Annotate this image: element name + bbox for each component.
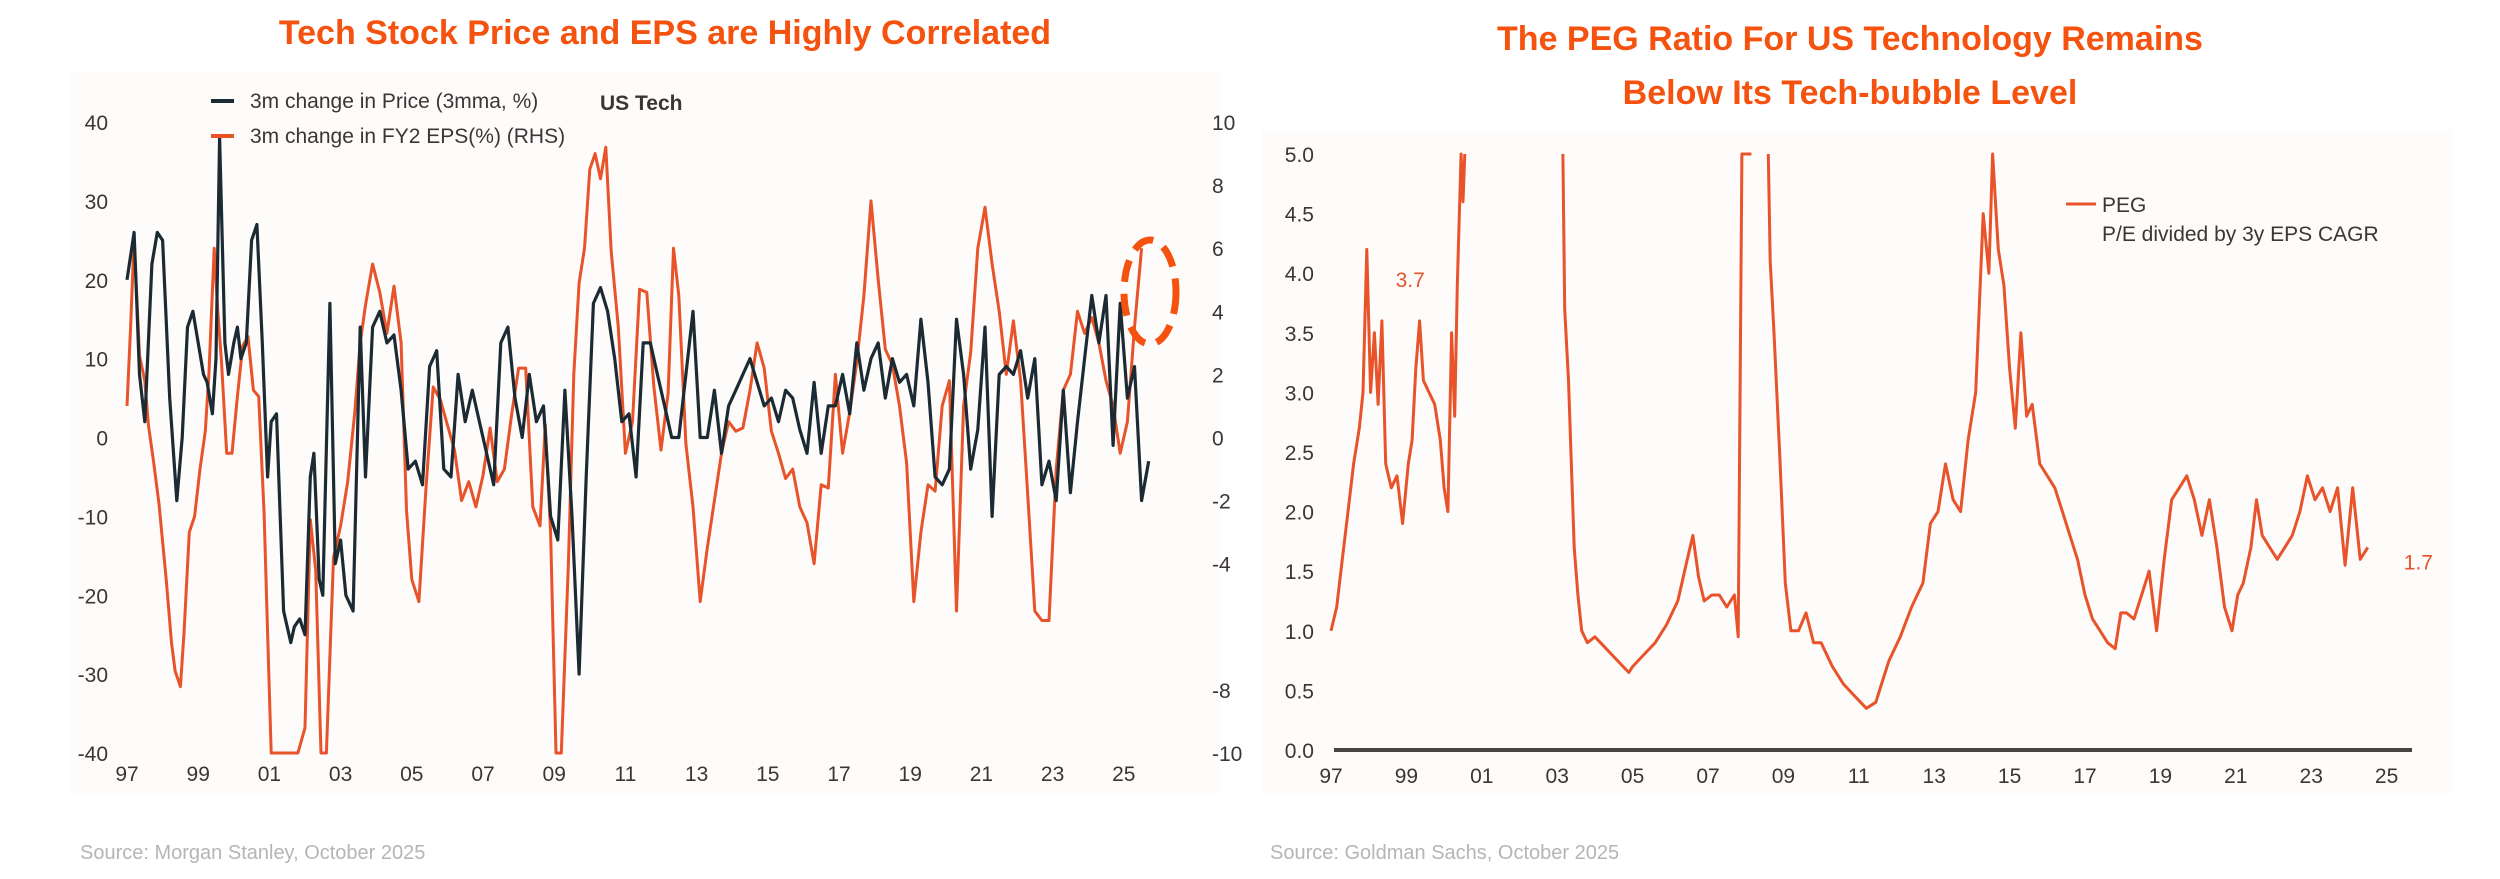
peg-y-axis-ticks: 5.0 4.5 4.0 3.5 3.0 2.5 2.0 1.5 1.0 0.5 0.0	[1285, 144, 1314, 763]
peg-chart: 5.0 4.5 4.0 3.5 3.0 2.5 2.0 1.5 1.0 0.5 0.0 97 99 01…	[1285, 144, 2433, 788]
legend: 3m change in Price (3mma, %) 3m change i…	[211, 90, 682, 148]
x-axis-ticks: 97 99 01 03 05 07 09 11 13 15 17 19 21 23 25	[115, 763, 1135, 786]
x-tick-label: 07	[471, 763, 494, 786]
right-chart-title: The PEG Ratio For US Technology Remains …	[1300, 12, 2400, 120]
peg-x-tick-label: 01	[1470, 765, 1493, 788]
legend-label-eps: 3m change in FY2 EPS(%) (RHS)	[250, 125, 565, 148]
x-tick-label: 23	[1041, 763, 1064, 786]
peg-x-tick-label: 19	[2149, 765, 2172, 788]
peg-x-tick-label: 15	[1998, 765, 2021, 788]
peg-x-tick-label: 13	[1923, 765, 1946, 788]
peg-annotation-label: 3.7	[1396, 269, 1425, 292]
y2-tick-label: 0	[1212, 428, 1224, 451]
y-tick-label: 40	[85, 112, 108, 135]
peg-x-tick-label: 97	[1319, 765, 1342, 788]
peg-x-tick-label: 03	[1546, 765, 1569, 788]
y-tick-label: -20	[78, 585, 108, 608]
y2-tick-label: -10	[1212, 743, 1242, 766]
peg-x-tick-label: 99	[1395, 765, 1418, 788]
y2-tick-label: 10	[1212, 112, 1235, 135]
x-tick-label: 97	[115, 763, 138, 786]
peg-series-line	[1329, 152, 2370, 710]
price-series-line	[125, 136, 1151, 676]
x-tick-label: 17	[827, 763, 850, 786]
legend-label-price: 3m change in Price (3mma, %)	[250, 90, 538, 113]
x-tick-label: 03	[329, 763, 352, 786]
x-tick-label: 05	[400, 763, 423, 786]
y-tick-label: 0	[96, 428, 108, 451]
x-tick-label: 15	[756, 763, 779, 786]
legend-sublabel-peg: P/E divided by 3y EPS CAGR	[2102, 223, 2379, 246]
x-tick-label: 99	[187, 763, 210, 786]
peg-annotation-label: 1.7	[2404, 551, 2433, 574]
x-tick-label: 25	[1112, 763, 1135, 786]
peg-y-tick-label: 1.0	[1285, 621, 1314, 644]
y2-tick-label: -8	[1212, 680, 1231, 703]
peg-x-tick-label: 11	[1848, 765, 1870, 788]
y2-tick-label: -2	[1212, 491, 1231, 514]
y-tick-label: 30	[85, 191, 108, 214]
peg-y-tick-label: 0.0	[1285, 740, 1314, 763]
peg-x-tick-label: 25	[2375, 765, 2398, 788]
x-tick-label: 01	[258, 763, 281, 786]
peg-y-tick-label: 3.0	[1285, 382, 1314, 405]
peg-x-tick-label: 09	[1772, 765, 1795, 788]
y2-tick-label: 8	[1212, 175, 1224, 198]
peg-y-tick-label: 5.0	[1285, 144, 1314, 167]
peg-annotations: 3.7 1.7	[1396, 269, 2433, 574]
peg-y-tick-label: 0.5	[1285, 680, 1314, 703]
left-y-axis-ticks: 40 30 20 10 0 -10 -20 -30 -40	[78, 112, 108, 766]
peg-y-tick-label: 4.0	[1285, 263, 1314, 286]
x-tick-label: 09	[543, 763, 566, 786]
left-source-note: Source: Morgan Stanley, October 2025	[80, 842, 426, 864]
peg-x-tick-label: 21	[2224, 765, 2247, 788]
y-tick-label: -40	[78, 743, 108, 766]
peg-y-tick-label: 2.0	[1285, 502, 1314, 525]
x-tick-label: 21	[970, 763, 993, 786]
peg-x-axis-ticks: 97 99 01 03 05 07 09 11 13 15 17 19 21 23 25	[1319, 765, 2398, 788]
right-chart-title-line-1: The PEG Ratio For US Technology Remains	[1497, 20, 2203, 58]
peg-x-tick-label: 05	[1621, 765, 1644, 788]
right-chart-panel	[1262, 130, 2452, 794]
peg-line	[1329, 152, 2370, 710]
peg-x-tick-label: 07	[1696, 765, 1719, 788]
right-chart-title-line-2: Below Its Tech-bubble Level	[1622, 74, 2078, 112]
peg-y-tick-label: 4.5	[1285, 204, 1314, 227]
peg-y-tick-label: 3.5	[1285, 323, 1314, 346]
y-tick-label: -10	[78, 506, 108, 529]
highlight-ellipse	[1120, 236, 1180, 348]
right-source-note: Source: Goldman Sachs, October 2025	[1270, 842, 1620, 864]
peg-y-tick-label: 1.5	[1285, 561, 1314, 584]
legend-label-peg: PEG	[2102, 194, 2146, 217]
peg-y-tick-label: 2.5	[1285, 442, 1314, 465]
right-y-axis-ticks: 10 8 6 4 2 0 -2 -4 -8 -10	[1212, 112, 1242, 766]
us-tech-label: US Tech	[600, 92, 682, 115]
series-lines	[125, 136, 1151, 755]
y2-tick-label: 2	[1212, 364, 1224, 387]
y2-tick-label: 6	[1212, 238, 1224, 261]
x-tick-label: 13	[685, 763, 708, 786]
peg-legend: PEG P/E divided by 3y EPS CAGR	[2066, 194, 2379, 246]
x-tick-label: 19	[899, 763, 922, 786]
y-tick-label: 10	[85, 349, 108, 372]
y-tick-label: -30	[78, 664, 108, 687]
eps-series-line	[125, 145, 1144, 755]
y-tick-label: 20	[85, 270, 108, 293]
peg-x-tick-label: 23	[2300, 765, 2323, 788]
y2-tick-label: 4	[1212, 301, 1224, 324]
peg-x-tick-label: 17	[2073, 765, 2096, 788]
y2-tick-label: -4	[1212, 554, 1231, 577]
x-tick-label: 11	[614, 763, 636, 786]
left-chart-title: Tech Stock Price and EPS are Highly Corr…	[278, 14, 1052, 52]
